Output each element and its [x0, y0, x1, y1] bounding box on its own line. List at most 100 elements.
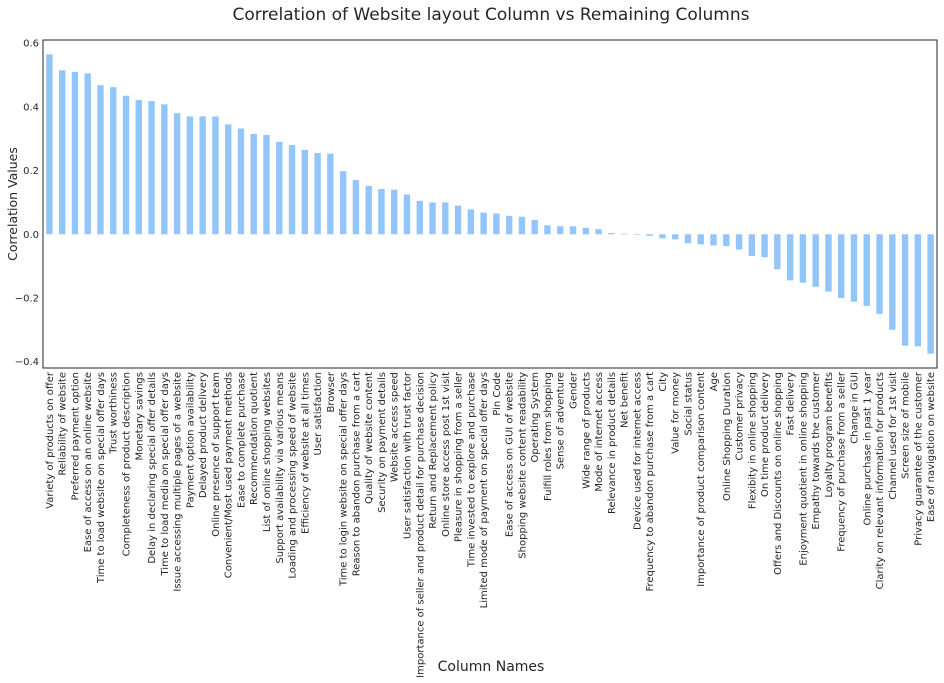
bar-47 — [646, 234, 653, 236]
bar-19 — [288, 145, 296, 235]
bar-20 — [301, 149, 309, 235]
bar-57 — [774, 234, 781, 270]
x-tick-label: Online presence of support team — [211, 372, 222, 537]
x-axis-ticks: Variety of products on offer Reliability … — [45, 371, 937, 678]
x-tick-label: Importance of product comparison content — [696, 372, 707, 587]
x-tick-label: Loyalty program benefits — [824, 372, 835, 498]
x-tick-label: Fulfill roles from shopping — [543, 372, 554, 501]
x-tick-label: Channel used for 1st visit — [888, 372, 899, 500]
x-tick-label: User satisfaction — [313, 372, 324, 456]
bar-2 — [71, 71, 79, 235]
x-tick-label: Sense of adventure — [556, 372, 567, 469]
bar-33 — [467, 209, 475, 235]
x-tick-label: Frequency of purchase from a seller — [837, 371, 848, 552]
x-tick-label: Change in GUI — [849, 372, 860, 444]
bar-48 — [659, 234, 666, 239]
bar-42 — [582, 227, 589, 235]
x-tick-label: Reason to abandon purchase from a cart — [351, 372, 362, 576]
bar-23 — [339, 171, 347, 235]
bar-25 — [365, 185, 372, 235]
bar-13 — [212, 116, 219, 235]
x-tick-label: Online purchase in past 1 year — [862, 371, 873, 525]
x-tick-label: Importance of seller and product detail … — [415, 372, 426, 678]
bar-52 — [710, 234, 717, 246]
y-tick-label: 0.2 — [23, 166, 39, 177]
bar-55 — [748, 234, 756, 256]
bar-50 — [684, 234, 692, 244]
bar-26 — [378, 189, 385, 235]
x-tick-label: Customer privacy — [735, 372, 746, 461]
x-tick-label: Clarity on relevant information for prod… — [875, 372, 886, 589]
x-tick-label: Completeness of product description — [122, 372, 133, 556]
bar-16 — [250, 133, 257, 235]
x-tick-label: Screen size of mobile — [901, 372, 912, 479]
x-tick-label: Quality of website content — [364, 372, 375, 504]
x-tick-label: Delayed product delivery — [198, 372, 209, 498]
x-tick-label: Loading and processing speed of website — [288, 372, 299, 579]
bar-29 — [416, 200, 423, 235]
x-tick-label: Recommendation quotient — [249, 372, 260, 505]
bar-6 — [122, 95, 130, 235]
x-tick-label: Shopping website content readability — [517, 372, 528, 559]
x-tick-label: Relevance in product details — [607, 372, 618, 514]
x-tick-label: Website access speed — [390, 372, 401, 482]
bar-60 — [812, 234, 819, 287]
x-tick-label: Fast delivery — [786, 372, 797, 436]
x-tick-label: Time to login website on special offer d… — [339, 372, 350, 587]
x-tick-label: Support availability via various means — [275, 372, 286, 564]
x-tick-label: Wide range of products — [581, 372, 592, 489]
y-axis-label: Correlation Values — [5, 147, 20, 261]
x-tick-label: Preferred payment option — [70, 372, 81, 500]
x-tick-label: Security on payment details — [377, 372, 388, 513]
bar-59 — [799, 234, 807, 283]
x-tick-label: Gender — [569, 371, 580, 409]
x-tick-label: On time product delivery — [760, 372, 771, 497]
bar-51 — [697, 234, 704, 245]
x-tick-label: Issue accessing multiple pages of a webs… — [173, 372, 184, 592]
x-tick-label: City — [658, 372, 669, 392]
x-tick-label: Variety of products on offer — [45, 371, 56, 509]
x-tick-label: Pin Code — [492, 372, 503, 416]
bar-22 — [327, 153, 334, 235]
bar-17 — [263, 134, 270, 235]
x-tick-label: Browser — [326, 371, 337, 412]
y-axis-ticks: −0.4 −0.2 0.0 0.2 0.4 0.6 — [15, 39, 39, 368]
x-axis-label: Column Names — [438, 659, 545, 675]
bar-14 — [224, 124, 232, 235]
x-tick-label: Empathy towards the customer — [811, 371, 822, 529]
bar-21 — [314, 153, 321, 235]
y-tick-label: 0.6 — [23, 39, 39, 50]
x-tick-label: Ease of navigation on website — [926, 372, 937, 522]
bar-53 — [723, 234, 730, 247]
bar-7 — [135, 99, 142, 235]
bar-56 — [761, 234, 768, 258]
bar-1 — [58, 70, 66, 235]
bar-62 — [838, 234, 845, 298]
bar-9 — [161, 104, 168, 235]
chart-title: Correlation of Website layout Column vs … — [232, 5, 749, 25]
x-tick-label: Flexibity in online shopping — [747, 372, 758, 509]
bar-69 — [927, 234, 934, 354]
x-tick-label: Enjoyment quotient in online shopping — [798, 372, 809, 566]
x-tick-label: List of online shopping websites — [262, 372, 273, 532]
x-tick-label: Return and Replacement policy — [428, 372, 439, 529]
x-tick-label: Net benefit — [620, 372, 631, 428]
bar-3 — [84, 73, 91, 235]
x-tick-label: Privacy guarantee of the customer — [913, 371, 924, 546]
bar-4 — [97, 85, 104, 235]
x-tick-label: Time to load media on special offer days — [160, 372, 171, 577]
bar-64 — [863, 234, 870, 306]
bar-38 — [531, 219, 538, 235]
bar-8 — [148, 101, 155, 235]
bar-24 — [352, 180, 360, 235]
bar-61 — [825, 234, 832, 292]
bar-35 — [493, 213, 500, 235]
bar-27 — [391, 189, 398, 235]
bar-0 — [46, 54, 53, 235]
bar-46 — [633, 234, 641, 235]
x-tick-label: Trust worthiness — [109, 372, 120, 455]
x-tick-label: Frequency to abandon purchase from a car… — [645, 372, 656, 592]
x-tick-label: Operating System — [530, 372, 541, 462]
